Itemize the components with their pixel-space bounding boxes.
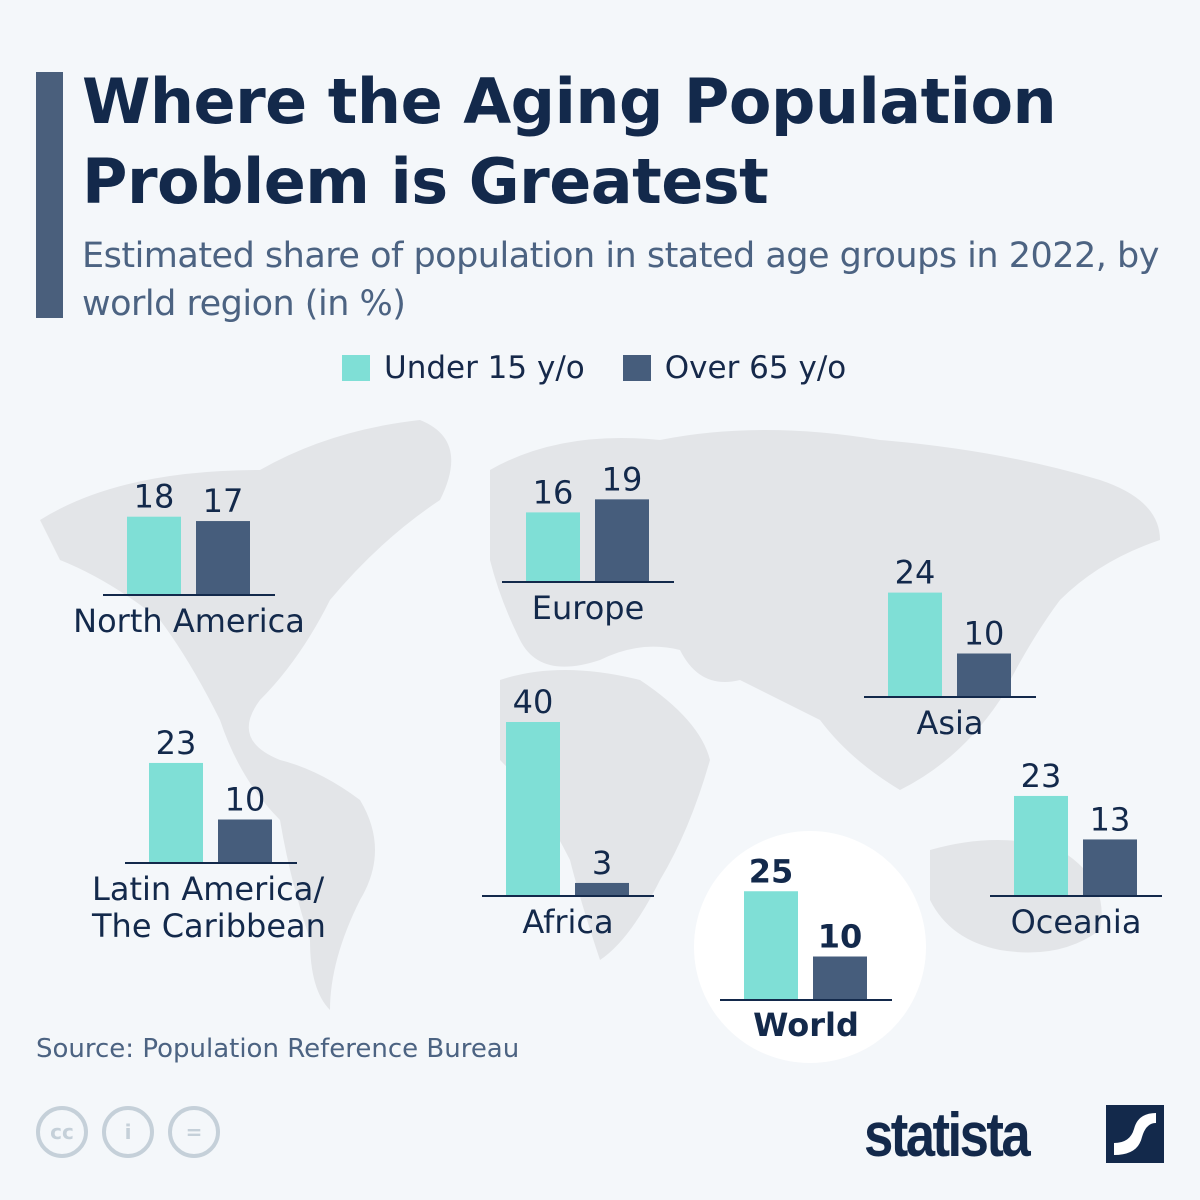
- legend-label: Over 65 y/o: [664, 350, 847, 386]
- region-group-europe: 16 19 Europe: [502, 460, 674, 627]
- region-label: Oceania: [1011, 903, 1142, 941]
- chart-subtitle: Estimated share of population in stated …: [82, 236, 1159, 324]
- bar-over65: [218, 819, 272, 863]
- legend-label: Under 15 y/o: [384, 350, 585, 386]
- region-label: Africa: [522, 903, 613, 941]
- region-group-north: 18 17 North America: [73, 478, 305, 640]
- region-label: Europe: [532, 589, 645, 627]
- value-label-over65: 17: [203, 482, 244, 520]
- value-label-over65: 3: [592, 844, 612, 882]
- region-group-oceania: 23 13 Oceania: [990, 757, 1162, 941]
- value-label-under15: 16: [533, 473, 574, 511]
- value-label-under15: 24: [895, 554, 936, 592]
- region-group-africa: 40 3 Africa: [482, 683, 654, 941]
- legend: Under 15 y/o Over 65 y/o: [342, 350, 884, 386]
- creative-commons-icon: cc: [36, 1106, 88, 1158]
- value-label-under15: 23: [156, 724, 197, 762]
- statista-logo: statista: [864, 1101, 1031, 1170]
- bar-under15: [149, 762, 203, 863]
- value-label-under15: 18: [134, 478, 175, 516]
- region-label: North America: [73, 602, 305, 640]
- no-derivatives-icon: =: [168, 1106, 220, 1158]
- world-highlight-circle: [694, 831, 926, 1063]
- region-label: World: [753, 1006, 859, 1044]
- value-label-under15: 23: [1021, 757, 1062, 795]
- value-label-under15: 40: [513, 683, 554, 721]
- license-icons: cc i =: [36, 1106, 220, 1158]
- title-accent-bar: [36, 72, 63, 318]
- attribution-icon: i: [102, 1106, 154, 1158]
- bar-over65: [813, 956, 867, 1000]
- chart-title: Where the Aging Population Problem is Gr…: [82, 65, 1057, 218]
- source-note: Source: Population Reference Bureau: [36, 1034, 520, 1064]
- region-group-world: 25 10 World: [694, 831, 926, 1063]
- bar-over65: [595, 499, 649, 582]
- value-label-over65: 13: [1090, 800, 1131, 838]
- bar-under15: [1014, 795, 1068, 896]
- region-group-asia: 24 10 Asia: [864, 554, 1036, 742]
- legend-item-over65: Over 65 y/o: [622, 350, 847, 386]
- bar-under15: [526, 512, 580, 582]
- value-label-over65: 10: [225, 781, 266, 819]
- bar-over65: [575, 882, 629, 896]
- value-label-over65: 19: [602, 460, 643, 498]
- value-label-under15: 25: [749, 852, 794, 890]
- legend-item-under15: Under 15 y/o: [342, 350, 585, 386]
- legend-swatch-under15: [342, 355, 370, 381]
- statista-logo-mark-icon: [1106, 1105, 1164, 1163]
- value-label-over65: 10: [818, 918, 863, 956]
- region-group-latin: 23 10 Latin America/The Caribbean: [91, 724, 326, 945]
- bar-over65: [196, 521, 250, 595]
- legend-swatch-over65: [622, 355, 651, 381]
- bar-under15: [127, 516, 181, 595]
- region-label: Latin America/: [92, 870, 324, 908]
- region-label: The Caribbean: [91, 907, 326, 945]
- bar-over65: [1083, 839, 1137, 896]
- bar-under15: [506, 722, 560, 896]
- bar-over65: [957, 653, 1011, 697]
- bar-under15: [888, 592, 942, 697]
- value-label-over65: 10: [964, 615, 1005, 653]
- region-label: Asia: [916, 704, 983, 742]
- bar-under15: [744, 891, 798, 1000]
